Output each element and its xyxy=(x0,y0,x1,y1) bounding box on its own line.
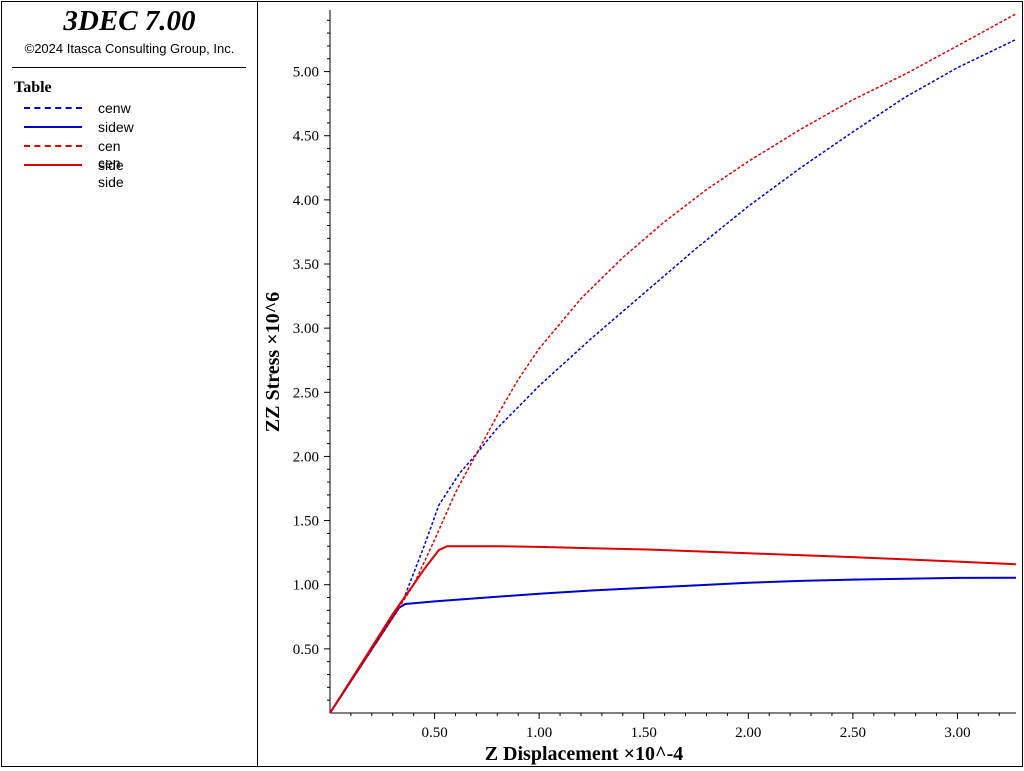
x-tick-label: 2.00 xyxy=(735,725,761,741)
y-tick-label: 4.50 xyxy=(293,129,319,145)
y-tick-label: 1.50 xyxy=(293,514,319,530)
legend-label: cenw xyxy=(98,100,131,116)
x-tick-label: 0.50 xyxy=(421,725,447,741)
plot-area: 0.50 1.00 1.50 2.00 2.50 3.00 3.50 4.00 4.50 5.00… xyxy=(258,2,1022,766)
series-line-cen-cen xyxy=(329,13,1017,714)
line-chart: 0.50 1.00 1.50 2.00 2.50 3.00 3.50 4.00 4.50 5.00… xyxy=(262,10,1017,765)
axes: 0.50 1.00 1.50 2.00 2.50 3.00 3.50 4.00 4.50 5.00… xyxy=(293,10,1016,741)
series-line-cenw xyxy=(329,38,1017,714)
y-tick-label: 2.50 xyxy=(293,385,319,401)
y-axis-label: ZZ Stress ×10^6 xyxy=(262,292,284,432)
x-tick-label: 2.50 xyxy=(840,725,866,741)
legend-swatch-side-side xyxy=(24,164,82,166)
y-tick-label: 2.00 xyxy=(293,449,319,465)
legend-heading: Table xyxy=(14,79,52,96)
series-line-side-side xyxy=(329,545,1017,714)
series-layer xyxy=(329,13,1017,714)
legend-panel: 3DEC 7.00 ©2024 Itasca Consulting Group,… xyxy=(2,2,258,766)
y-tick-label: 1.00 xyxy=(293,578,319,594)
legend-label: cen cen xyxy=(98,138,121,171)
legend-swatch-cen-cen xyxy=(24,145,82,147)
app-title: 3DEC 7.00 xyxy=(63,5,196,37)
x-tick-label: 1.00 xyxy=(526,725,552,741)
y-tick-label: 5.00 xyxy=(293,65,319,81)
legend-label: sidew xyxy=(98,119,134,135)
copyright-notice: ©2024 Itasca Consulting Group, Inc. xyxy=(24,41,235,56)
series-line-sidew xyxy=(329,576,1017,714)
title-divider xyxy=(12,67,246,68)
y-tick-label: 4.00 xyxy=(293,193,319,209)
x-tick-label: 3.00 xyxy=(944,725,970,741)
y-tick-label: 0.50 xyxy=(293,642,319,658)
y-tick-label: 3.00 xyxy=(293,321,319,337)
x-axis-label: Z Displacement ×10^-4 xyxy=(485,743,684,765)
legend-swatch-cenw xyxy=(24,107,82,109)
y-tick-label: 3.50 xyxy=(293,257,319,273)
legend-swatch-sidew xyxy=(24,126,82,128)
legend-label: side side xyxy=(98,157,124,190)
x-tick-label: 1.50 xyxy=(631,725,657,741)
